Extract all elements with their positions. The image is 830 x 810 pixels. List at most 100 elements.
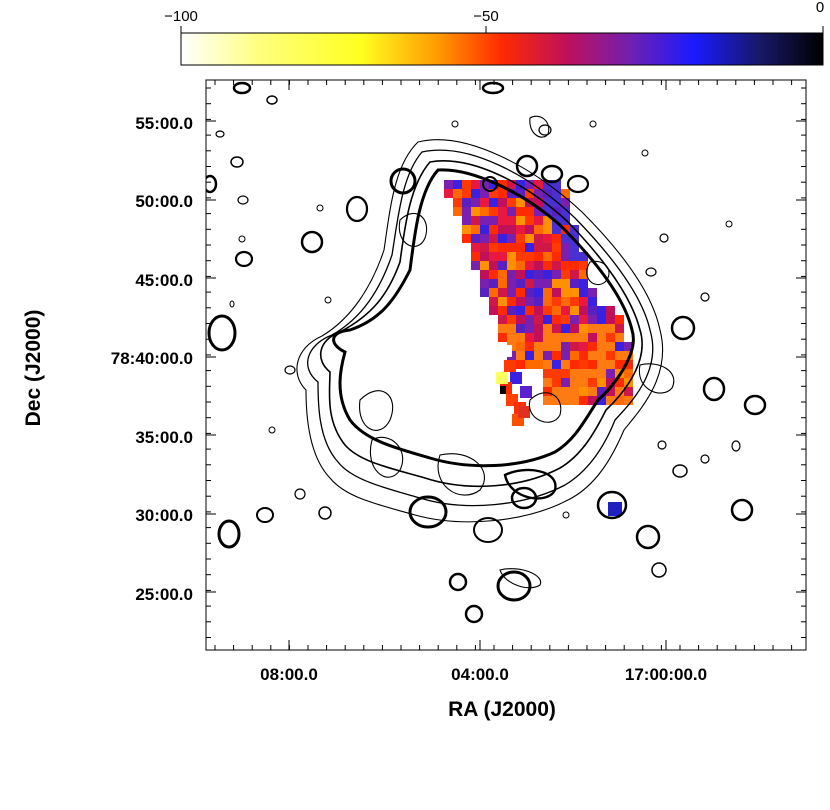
heatmap-cell — [570, 279, 579, 288]
heatmap-cell — [552, 180, 561, 189]
heatmap-cell — [525, 360, 534, 369]
heatmap-cell — [453, 180, 462, 189]
heatmap-cell — [507, 207, 516, 216]
heatmap-cell — [579, 261, 588, 270]
heatmap-cell — [561, 279, 570, 288]
heatmap-cell — [489, 297, 498, 306]
heatmap-cell — [444, 189, 453, 198]
heatmap-cell — [543, 369, 552, 378]
heatmap-cell — [500, 345, 512, 357]
heatmap-cell — [498, 243, 507, 252]
heatmap-cell — [507, 315, 516, 324]
heatmap-cell — [579, 396, 588, 405]
heatmap-cell — [534, 270, 543, 279]
colorbar-gradient — [180, 32, 824, 66]
y-tick-label: 30:00.0 — [135, 506, 193, 525]
heatmap-cell — [543, 351, 552, 360]
heatmap-cell — [552, 396, 561, 405]
heatmap-cell — [552, 342, 561, 351]
heatmap-cell — [579, 342, 588, 351]
heatmap-cell — [507, 333, 516, 342]
heatmap-cell — [507, 216, 516, 225]
heatmap-cell — [606, 378, 615, 387]
heatmap-cell — [525, 279, 534, 288]
heatmap-cell — [588, 297, 597, 306]
heatmap-cell — [597, 387, 606, 396]
heatmap-cell — [534, 189, 543, 198]
heatmap-cell — [489, 216, 498, 225]
heatmap-cell — [579, 369, 588, 378]
heatmap-cell — [552, 297, 561, 306]
heatmap-cell — [525, 261, 534, 270]
y-axis: 55:00.0 50:00.0 45:00.0 78:40:00.0 35:00… — [22, 114, 193, 604]
heatmap-cell — [498, 297, 507, 306]
heatmap-cell — [588, 387, 597, 396]
contour-line — [332, 168, 635, 468]
heatmap-cell — [561, 396, 570, 405]
heatmap-cell — [507, 288, 516, 297]
heatmap-cell — [624, 387, 633, 396]
heatmap-cell — [498, 252, 507, 261]
point-source-contour — [318, 506, 332, 520]
heatmap-cell — [543, 324, 552, 333]
heatmap-cell — [615, 360, 624, 369]
heatmap-cell — [561, 261, 570, 270]
heatmap-cell — [543, 378, 552, 387]
heatmap-cell — [552, 243, 561, 252]
point-source-contour — [238, 235, 246, 243]
point-source-contour — [672, 464, 688, 478]
heatmap-cell — [507, 180, 516, 189]
heatmap-cell — [570, 351, 579, 360]
heatmap-cell — [534, 279, 543, 288]
heatmap-cell — [489, 180, 498, 189]
heatmap-cell — [561, 243, 570, 252]
heatmap-cell — [552, 252, 561, 261]
contour-overlay — [296, 115, 675, 589]
heatmap-cell — [489, 279, 498, 288]
heatmap-cell — [570, 360, 579, 369]
point-source-contour — [725, 220, 733, 228]
heatmap-cell — [489, 198, 498, 207]
heatmap-cell — [579, 306, 588, 315]
heatmap-cell — [471, 252, 480, 261]
heatmap-cell — [570, 333, 579, 342]
heatmap-cell — [543, 387, 552, 396]
heatmap-cell — [498, 207, 507, 216]
heatmap-cell — [534, 360, 543, 369]
heatmap-cell — [597, 315, 606, 324]
point-source-contour — [207, 314, 237, 352]
heatmap-cell — [570, 261, 579, 270]
heatmap-cell — [579, 270, 588, 279]
heatmap-cell — [552, 270, 561, 279]
point-source-contour — [215, 130, 225, 138]
point-source-contour — [229, 300, 235, 308]
heatmap-cell — [561, 324, 570, 333]
heatmap-cell — [534, 216, 543, 225]
point-source-contour — [389, 167, 417, 195]
heatmap-cell — [579, 297, 588, 306]
heatmap-cell — [471, 216, 480, 225]
heatmap-cell — [579, 378, 588, 387]
heatmap-cell — [561, 189, 570, 198]
point-sources — [206, 81, 767, 624]
heatmap-cell — [525, 216, 534, 225]
heatmap-cell — [606, 387, 615, 396]
heatmap-cell — [552, 369, 561, 378]
heatmap-cell — [570, 288, 579, 297]
heatmap-cell — [516, 198, 525, 207]
heatmap-cell — [561, 369, 570, 378]
heatmap-cell — [525, 243, 534, 252]
heatmap-cell — [579, 387, 588, 396]
heatmap-cell — [570, 396, 579, 405]
x-axis: 08:00.0 04:00.0 17:00:00.0 RA (J2000) — [260, 665, 707, 721]
heatmap-cell — [597, 369, 606, 378]
y-tick-label: 45:00.0 — [135, 271, 193, 290]
heatmap-cell — [552, 315, 561, 324]
heatmap-cell — [543, 252, 552, 261]
heatmap-cell — [552, 306, 561, 315]
heatmap-cell — [516, 279, 525, 288]
heatmap-cell — [543, 270, 552, 279]
heatmap-cell — [480, 261, 489, 270]
heatmap-cell — [588, 360, 597, 369]
